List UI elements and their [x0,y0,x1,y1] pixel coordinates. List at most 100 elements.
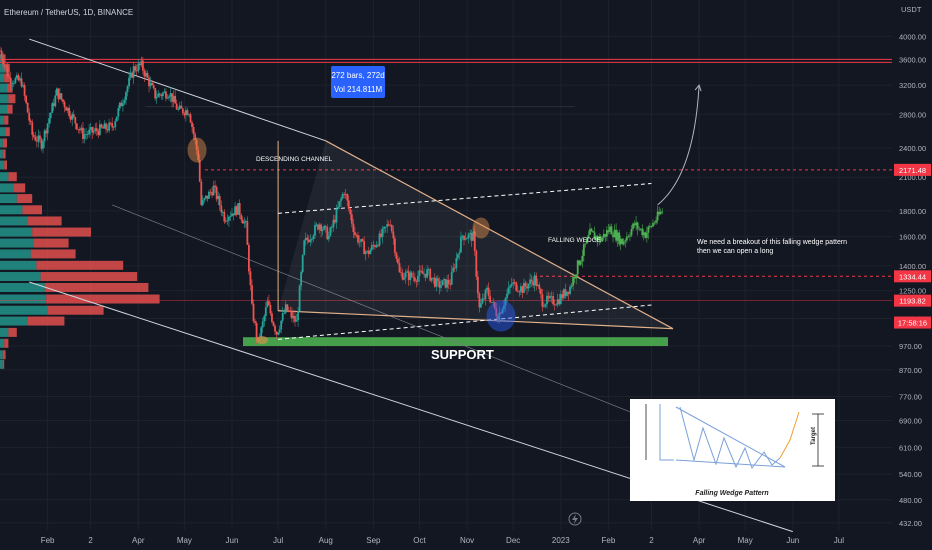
candle-body [309,239,312,242]
measure-box[interactable]: 272 bars, 272d Vol 214.811M [331,66,385,98]
candle-body [255,323,258,338]
candle-body [426,269,429,278]
volume-bar-up [0,272,41,282]
candle-body [25,95,28,103]
candle-body [83,134,86,139]
candle-body [592,231,594,233]
candle-body [175,103,178,110]
candle-body [373,245,376,248]
price-tick-label: 480.00 [899,496,922,505]
candle-body [476,276,479,294]
volume-bar-up [0,216,28,226]
candle-body [516,290,519,292]
candle-body [572,276,574,286]
candle-body [370,245,373,251]
inset-line [659,404,674,461]
candle-body [546,295,548,305]
candle-body [453,267,456,269]
candle-body [204,195,207,199]
lightning-icon[interactable] [568,512,582,526]
candle-body [263,316,266,322]
candle-body [380,233,382,237]
candle-body [507,287,510,294]
volume-bar-up [0,350,3,360]
projection-arrowhead [694,84,702,92]
candle-body [601,237,604,242]
candle-body [31,122,34,135]
candle-body [266,301,269,308]
volume-bar-up [0,194,17,204]
volume-bar-down [4,160,7,170]
candle-body [418,270,421,277]
candle-body [286,304,289,311]
candle-body [569,286,571,294]
candle-body [214,185,217,187]
candle-body [163,91,166,93]
candle-body [103,123,106,129]
candle-body [661,211,664,213]
candle-body [215,186,218,200]
candle-body [615,229,618,241]
candle-body [564,289,567,296]
candle-body [59,93,61,100]
candle-body [393,238,396,253]
candle-body [307,239,310,242]
candle-body [401,272,404,280]
candle-body [312,235,315,239]
candle-body [209,191,212,193]
price-tick-label: 610.00 [899,443,922,452]
volume-bar-down [16,194,33,204]
candle-body [320,224,323,232]
candle-body [326,227,329,240]
candle-body [526,286,528,289]
price-badge [894,316,931,329]
candle-body [363,241,366,255]
candle-body [495,308,498,317]
volume-bar-up [0,305,48,315]
candle-body [553,304,556,305]
time-axis[interactable]: Feb 2 Apr May Jun Jul Aug Sep Oct Nov Dec 2023 Feb 2 A… [41,536,845,545]
candle-body [11,83,14,85]
candle-body [206,195,209,199]
candle-body [45,130,47,134]
candle-body [23,85,26,96]
support-zone[interactable] [243,337,668,347]
candle-body [143,70,146,77]
candle-body [381,228,384,237]
candle-body [652,223,654,227]
candle-body [200,181,203,205]
candle-body [570,285,573,287]
candle-body [452,267,455,272]
candle-body [630,229,633,236]
candle-body [384,226,387,228]
candle-body [9,77,12,84]
candle-body [612,234,614,238]
candle-body [198,159,201,182]
candle-body [480,303,482,308]
candle-body [178,105,181,110]
candle-body [65,107,67,111]
candle-body [86,134,89,136]
candle-body [550,296,553,297]
candle-body [450,271,453,285]
candle-body [241,219,244,224]
volume-bar-down [22,205,42,215]
candle-body [447,279,450,285]
candle-body [63,101,66,108]
candle-body [443,278,445,281]
candle-body [366,250,369,252]
volume-bar-down [30,249,76,259]
candle-body [129,72,132,78]
candle-body [576,260,579,275]
volume-bar-up [0,338,5,348]
candle-body [622,241,625,245]
candle-body [160,94,163,97]
candle-body [235,206,238,215]
candle-body [378,233,381,246]
candle-body [283,312,286,314]
price-tick-label: 770.00 [899,393,922,402]
volume-bar-down [33,238,69,248]
candle-body [251,285,253,304]
candle-body [360,239,362,242]
